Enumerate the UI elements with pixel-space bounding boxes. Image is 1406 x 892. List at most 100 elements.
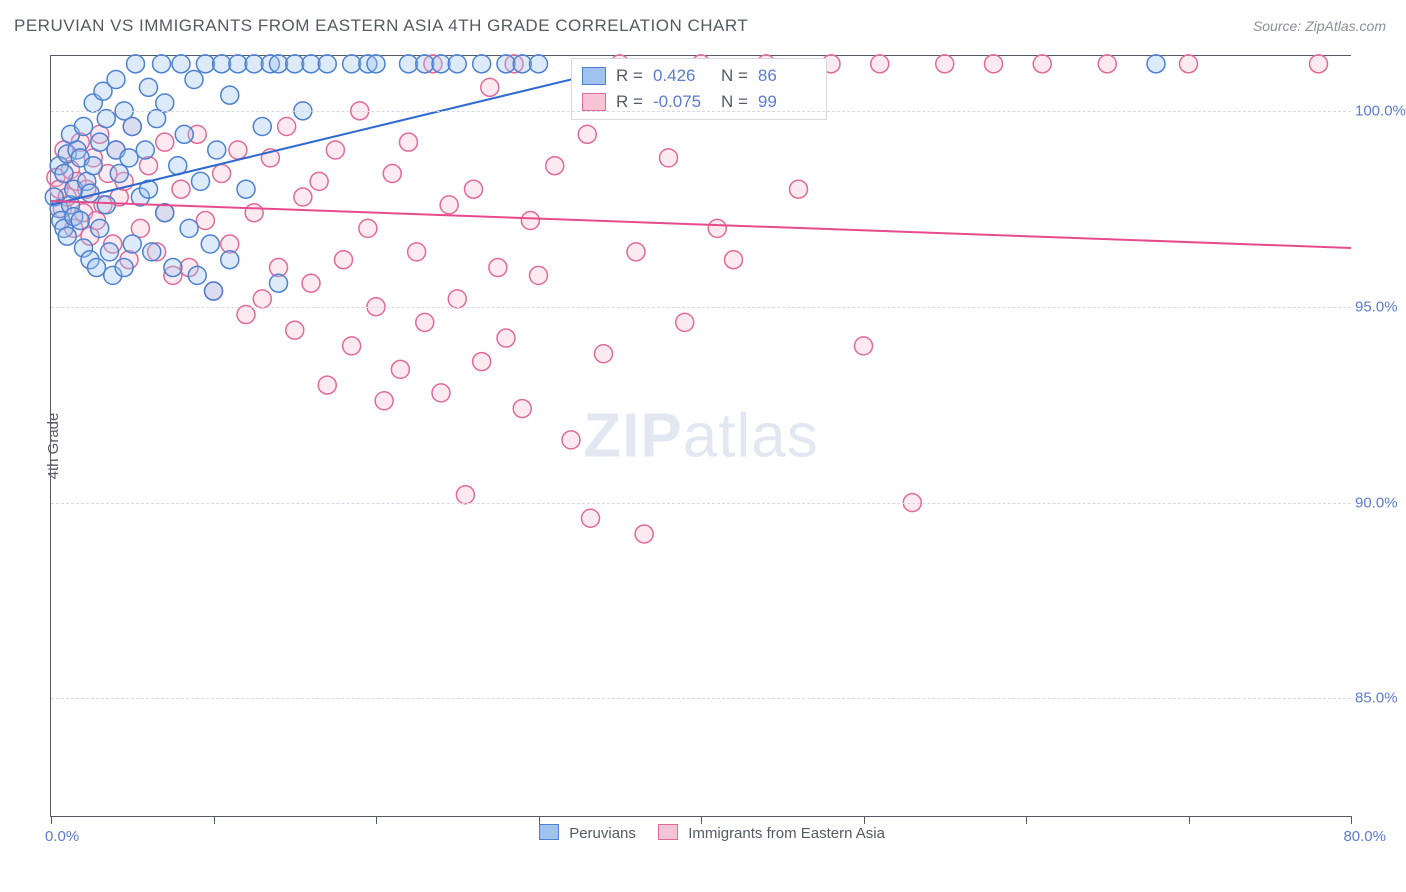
data-point: [140, 157, 158, 175]
data-point: [497, 55, 515, 73]
r-label: R =: [616, 63, 643, 89]
data-point: [270, 274, 288, 292]
data-point: [432, 384, 450, 402]
regression-line: [51, 201, 1351, 248]
data-point: [408, 243, 426, 261]
data-point: [635, 525, 653, 543]
data-point: [156, 204, 174, 222]
r-value: 0.426: [653, 63, 711, 89]
data-point: [286, 321, 304, 339]
data-point: [213, 165, 231, 183]
data-point: [58, 227, 76, 245]
data-point: [595, 345, 613, 363]
data-point: [237, 306, 255, 324]
data-point: [88, 259, 106, 277]
data-point: [318, 376, 336, 394]
data-point: [448, 55, 466, 73]
data-point: [120, 149, 138, 167]
chart-title: PERUVIAN VS IMMIGRANTS FROM EASTERN ASIA…: [14, 16, 748, 36]
stats-row-peruvians: R = 0.426 N = 86: [582, 63, 816, 89]
scatter-svg: [51, 56, 1351, 816]
data-point: [530, 55, 548, 73]
data-point: [400, 133, 418, 151]
data-point: [400, 55, 418, 73]
x-tick: [1026, 816, 1027, 824]
data-point: [871, 55, 889, 73]
data-point: [660, 149, 678, 167]
data-point: [253, 290, 271, 308]
y-tick-label: 100.0%: [1355, 102, 1406, 119]
data-point: [725, 251, 743, 269]
data-point: [326, 141, 344, 159]
data-point: [513, 400, 531, 418]
data-point: [156, 133, 174, 151]
x-tick: [1351, 816, 1352, 824]
data-point: [790, 180, 808, 198]
data-point: [676, 313, 694, 331]
data-point: [188, 266, 206, 284]
data-point: [936, 55, 954, 73]
data-point: [985, 55, 1003, 73]
data-point: [375, 392, 393, 410]
data-point: [84, 157, 102, 175]
data-point: [97, 196, 115, 214]
data-point: [127, 55, 145, 73]
data-point: [229, 141, 247, 159]
x-tick: [51, 816, 52, 824]
y-tick-label: 90.0%: [1355, 494, 1406, 511]
data-point: [391, 360, 409, 378]
data-point: [367, 55, 385, 73]
data-point: [448, 290, 466, 308]
regression-line: [51, 64, 636, 205]
x-tick: [376, 816, 377, 824]
gridline: [51, 503, 1351, 504]
data-point: [286, 55, 304, 73]
data-point: [237, 180, 255, 198]
data-point: [71, 212, 89, 230]
n-label: N =: [721, 63, 748, 89]
data-point: [175, 125, 193, 143]
data-point: [153, 55, 171, 73]
data-point: [172, 55, 190, 73]
data-point: [335, 251, 353, 269]
data-point: [432, 55, 450, 73]
data-point: [91, 133, 109, 151]
data-point: [110, 165, 128, 183]
data-point: [489, 259, 507, 277]
data-point: [205, 282, 223, 300]
legend-swatch-icon: [539, 824, 559, 840]
y-tick-label: 85.0%: [1355, 690, 1406, 707]
data-point: [1033, 55, 1051, 73]
data-point: [855, 337, 873, 355]
data-point: [416, 55, 434, 73]
data-point: [123, 235, 141, 253]
data-point: [473, 353, 491, 371]
data-point: [708, 219, 726, 237]
data-point: [180, 219, 198, 237]
data-point: [156, 94, 174, 112]
data-point: [310, 172, 328, 190]
data-point: [91, 219, 109, 237]
data-point: [318, 55, 336, 73]
x-tick: [1189, 816, 1190, 824]
data-point: [513, 55, 531, 73]
data-point: [115, 259, 133, 277]
data-point: [521, 212, 539, 230]
gridline: [51, 111, 1351, 112]
x-tick: [214, 816, 215, 824]
gridline: [51, 698, 1351, 699]
data-point: [208, 141, 226, 159]
source-attribution: Source: ZipAtlas.com: [1253, 18, 1386, 34]
data-point: [627, 243, 645, 261]
legend-label-immigrants: Immigrants from Eastern Asia: [688, 825, 885, 842]
data-point: [201, 235, 219, 253]
data-point: [578, 125, 596, 143]
data-point: [136, 141, 154, 159]
data-point: [253, 118, 271, 136]
data-point: [143, 243, 161, 261]
bottom-legend: Peruvians Immigrants from Eastern Asia: [0, 824, 1406, 842]
plot-area: R = 0.426 N = 86 R = -0.075 N = 99 ZIPat…: [50, 55, 1351, 817]
data-point: [546, 157, 564, 175]
data-point: [530, 266, 548, 284]
data-point: [294, 188, 312, 206]
